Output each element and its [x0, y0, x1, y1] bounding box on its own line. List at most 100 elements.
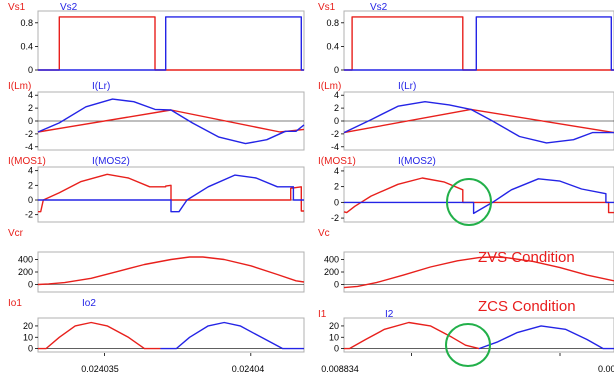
- series-line-i1: [344, 321, 480, 350]
- y-tick-label: 0: [334, 344, 339, 354]
- series-line-vs1: [344, 16, 614, 71]
- zvs-highlight-circle: [446, 178, 492, 226]
- right-vc-panel: Vc 400 200 0: [318, 228, 614, 293]
- y-tick-label: 0: [334, 280, 339, 290]
- y-tick-label: -4: [25, 142, 33, 152]
- left-imos1-label: I(MOS1): [8, 156, 46, 167]
- y-tick-label: -2: [331, 129, 339, 139]
- left-vs-panel: Vs1 Vs2 0.8 0.4 0: [8, 2, 305, 75]
- y-tick-label: 10: [329, 332, 339, 342]
- series-line-imos2: [344, 178, 614, 215]
- right-vs-panel: Vs1 Vs2 0.8 0.4 0: [318, 2, 614, 75]
- right-x-tick-label: 0.008834: [321, 364, 359, 374]
- y-tick-label: 0: [334, 116, 339, 126]
- zcs-highlight-circle: [445, 323, 491, 367]
- y-tick-label: 4: [334, 90, 339, 100]
- y-tick-label: -2: [331, 213, 339, 223]
- right-i1-label: I1: [318, 309, 327, 320]
- left-current-lm-lr-panel: I(Lm) I(Lr) 4 2 0 -2 -4: [8, 81, 305, 152]
- y-tick-label: 0.8: [326, 18, 339, 28]
- y-tick-label: 0: [28, 344, 33, 354]
- y-tick-label: 400: [18, 255, 33, 265]
- left-imos2-label: I(MOS2): [92, 156, 130, 167]
- y-tick-label: 400: [324, 255, 339, 265]
- y-tick-label: 20: [329, 321, 339, 331]
- y-tick-label: 0: [28, 65, 33, 75]
- y-tick-label: 0: [28, 116, 33, 126]
- y-tick-label: 4: [334, 166, 339, 176]
- right-vc-label: Vc: [318, 228, 330, 239]
- right-ilm-label: I(Lm): [318, 81, 341, 92]
- left-vcr-panel: Vcr 400 200 0: [8, 228, 305, 293]
- right-imos2-label: I(MOS2): [398, 156, 436, 167]
- series-line-imos1: [343, 177, 614, 214]
- series-line-vcr: [37, 256, 305, 286]
- left-current-mos-plot: 4 2 0 -2: [25, 166, 305, 223]
- y-tick-label: 4: [28, 90, 33, 100]
- plot-frame: [37, 166, 305, 223]
- left-vs2-label: Vs2: [60, 2, 78, 13]
- right-imos1-label: I(MOS1): [318, 156, 356, 167]
- y-tick-label: 2: [28, 180, 33, 190]
- left-io1-label: Io1: [8, 298, 22, 309]
- right-vs-plot: 0.8 0.4 0: [326, 10, 614, 75]
- y-tick-label: 2: [334, 182, 339, 192]
- series-line-io1: [38, 321, 161, 350]
- y-tick-label: 0: [28, 280, 33, 290]
- left-x-tick-label: 0.02404: [232, 364, 265, 374]
- series-line-vs2: [344, 16, 614, 71]
- left-vs1-label: Vs1: [8, 2, 26, 13]
- y-tick-label: 10: [23, 332, 33, 342]
- zvs-label: ZVS Condition: [478, 249, 575, 266]
- y-tick-label: 0: [334, 65, 339, 75]
- y-tick-label: 200: [324, 267, 339, 277]
- left-ilm-label: I(Lm): [8, 81, 31, 92]
- right-current-lm-lr-panel: I(Lm) I(Lr) 4 2 0 -2 -4: [318, 81, 614, 152]
- right-vs1-label: Vs1: [318, 2, 336, 13]
- y-tick-label: 2: [334, 103, 339, 113]
- left-current-lm-lr-plot: 4 2 0 -2 -4: [25, 90, 305, 152]
- right-i2-label: I2: [385, 309, 394, 320]
- right-x-tick-label: 0.008: [598, 364, 614, 374]
- right-ilr-label: I(Lr): [398, 81, 416, 92]
- left-current-mos-panel: I(MOS1) I(MOS2) 4 2 0 -2: [8, 156, 305, 223]
- y-tick-label: 20: [23, 321, 33, 331]
- series-line-io2: [160, 321, 304, 350]
- plot-frame: [343, 166, 614, 223]
- series-line-vs2: [38, 16, 304, 71]
- left-vs-plot: 0.8 0.4 0: [20, 10, 305, 75]
- y-tick-label: -2: [25, 210, 33, 220]
- y-tick-label: -4: [331, 142, 339, 152]
- right-current-mos-plot: 4 2 0 -2: [331, 166, 614, 223]
- y-tick-label: 0: [28, 195, 33, 205]
- y-tick-label: -2: [25, 129, 33, 139]
- right-vs2-label: Vs2: [370, 2, 388, 13]
- left-ilr-label: I(Lr): [92, 81, 110, 92]
- plot-frame: [37, 251, 305, 293]
- right-waveform-column: Vs1 Vs2 0.80.40 I(Lm) I(Lr) 420-2-4 I(MO…: [318, 2, 614, 374]
- series-line-vc: [343, 256, 614, 289]
- y-tick-label: 0: [334, 197, 339, 207]
- y-tick-label: 200: [18, 267, 33, 277]
- zcs-annotation: ZCS Condition: [445, 298, 576, 367]
- series-line-ilr: [37, 98, 305, 145]
- left-io2-label: Io2: [82, 298, 96, 309]
- right-x-axis: 0.008834 0.008: [321, 353, 614, 374]
- y-tick-label: 0.4: [20, 41, 33, 51]
- right-current-lm-lr-plot: 4 2 0 -2 -4: [331, 90, 614, 152]
- series-line-imos1: [38, 173, 304, 213]
- plot-frame: [343, 317, 614, 353]
- series-line-ilr: [343, 100, 614, 144]
- series-line-i2: [478, 325, 614, 350]
- left-waveform-column: Vs1 Vs2 0.80.40 I(Lm) I(Lr) 420-2-4 I(MO…: [8, 2, 305, 374]
- series-line-imos2: [38, 174, 304, 213]
- y-tick-label: 2: [28, 103, 33, 113]
- right-vc-plot: 400 200 0: [324, 251, 614, 293]
- right-current-mos-panel: I(MOS1) I(MOS2) 4 2 0 -2: [318, 156, 614, 223]
- y-tick-label: 0.4: [326, 41, 339, 51]
